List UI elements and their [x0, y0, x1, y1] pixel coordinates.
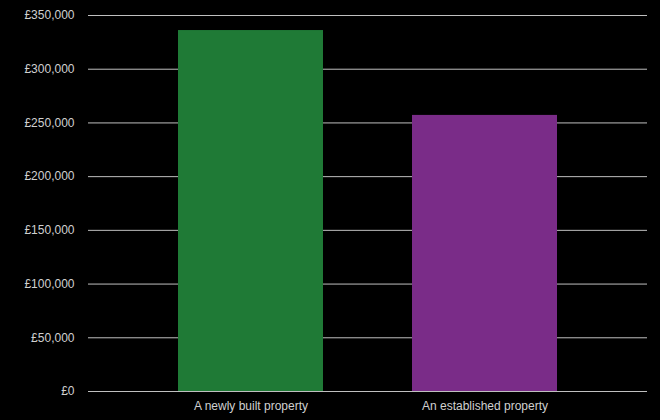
svg-text:£150,000: £150,000 [24, 223, 74, 237]
svg-text:A newly built property: A newly built property [194, 399, 308, 413]
svg-text:£0: £0 [61, 384, 75, 398]
svg-text:£250,000: £250,000 [24, 116, 74, 130]
svg-text:An established property: An established property [422, 399, 548, 413]
svg-text:£350,000: £350,000 [24, 8, 74, 22]
svg-text:£300,000: £300,000 [24, 62, 74, 76]
svg-text:£100,000: £100,000 [24, 277, 74, 291]
svg-text:£50,000: £50,000 [31, 331, 75, 345]
svg-text:£200,000: £200,000 [24, 169, 74, 183]
